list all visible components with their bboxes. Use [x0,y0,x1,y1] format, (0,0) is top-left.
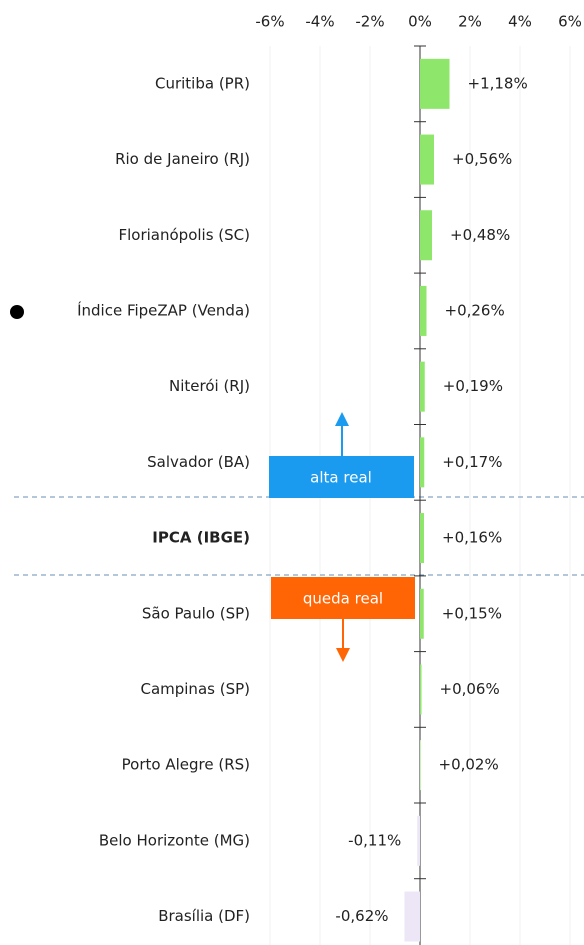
value-label: +0,15% [442,604,502,622]
category-label: IPCA (IBGE) [152,529,250,547]
x-tick-label: 0% [408,13,432,31]
arrow-head [336,648,350,662]
value-label: +0,16% [442,529,502,547]
value-label: +0,26% [445,301,505,319]
x-tick-label: -6% [255,13,284,31]
x-tick-label: -2% [355,13,384,31]
bar [420,134,434,185]
bar [420,285,427,336]
bar [420,361,425,412]
bar [420,588,424,639]
category-label: Salvador (BA) [147,453,250,471]
value-label: +0,48% [450,226,510,244]
value-label: +0,56% [452,150,512,168]
bar [420,513,424,564]
annotation-box [269,456,414,498]
x-tick-label: 6% [558,13,582,31]
value-label: +0,02% [439,756,499,774]
x-tick-label: -4% [305,13,334,31]
arrow-head [335,412,349,426]
category-label: Florianópolis (SC) [119,226,251,244]
x-tick-label: 4% [508,13,532,31]
value-label: +0,17% [442,453,502,471]
bar [404,891,420,942]
bar [420,740,421,791]
bullet [10,305,24,319]
category-label: Índice FipeZAP (Venda) [77,300,250,319]
category-label: Niterói (RJ) [169,377,250,395]
annotation: alta real [310,469,372,487]
category-label: Rio de Janeiro (RJ) [115,150,250,168]
bar [420,58,450,109]
value-label: +1,18% [468,74,528,92]
bar [420,437,425,488]
category-label: Porto Alegre (RS) [122,756,250,774]
value-label: +0,06% [440,680,500,698]
annotation: queda real [303,590,383,608]
value-label: -0,11% [348,831,401,849]
category-label: Brasília (DF) [158,907,250,925]
bar [420,210,432,261]
category-label: Belo Horizonte (MG) [99,831,250,849]
category-label: São Paulo (SP) [142,604,250,622]
bar [420,664,422,715]
category-label: Campinas (SP) [140,680,250,698]
x-tick-label: 2% [458,13,482,31]
category-label: Curitiba (PR) [155,74,250,92]
value-label: +0,19% [443,377,503,395]
value-label: -0,62% [335,907,388,925]
annotation-box [271,577,415,619]
bar [417,815,420,866]
